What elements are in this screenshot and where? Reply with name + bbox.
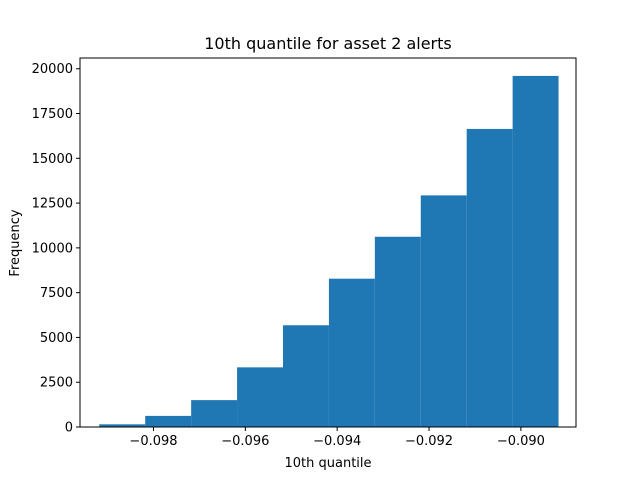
- histogram-bar: [99, 424, 146, 427]
- y-tick-label: 17500: [32, 107, 73, 122]
- bars-group: [99, 75, 559, 428]
- histogram-bar: [328, 278, 375, 427]
- y-axis-ticks: 0 2500 5000 7500 10000 12500 15000 17500 20000: [32, 62, 80, 436]
- x-tick-label: −0.090: [497, 434, 545, 449]
- x-tick-label: −0.094: [313, 434, 361, 449]
- histogram-bar: [282, 325, 329, 427]
- y-tick-label: 15000: [32, 152, 73, 167]
- histogram-bar: [374, 236, 421, 427]
- histogram-bar: [512, 75, 559, 427]
- y-axis-label: Frequency: [8, 209, 23, 276]
- x-tick-label: −0.092: [405, 434, 453, 449]
- histogram-bar: [145, 415, 192, 427]
- histogram-bar: [191, 400, 238, 427]
- y-tick-label: 12500: [32, 197, 73, 212]
- y-tick-label: 5000: [40, 331, 73, 346]
- plot-frame: [79, 57, 577, 428]
- chart-title: 10th quantile for asset 2 alerts: [204, 34, 452, 53]
- x-tick-label: −0.098: [129, 434, 177, 449]
- x-axis-ticks: −0.098 −0.096 −0.094 −0.092 −0.090: [129, 427, 545, 449]
- y-tick-label: 0: [65, 421, 73, 436]
- y-tick-label: 20000: [32, 62, 73, 77]
- y-tick-label: 2500: [40, 376, 73, 391]
- histogram-bar: [237, 367, 283, 427]
- histogram-bar: [466, 128, 513, 428]
- x-axis-label: 10th quantile: [284, 456, 371, 471]
- y-tick-label: 10000: [32, 241, 73, 256]
- x-tick-label: −0.096: [221, 434, 269, 449]
- histogram-bar: [420, 195, 467, 427]
- y-tick-label: 7500: [40, 286, 73, 301]
